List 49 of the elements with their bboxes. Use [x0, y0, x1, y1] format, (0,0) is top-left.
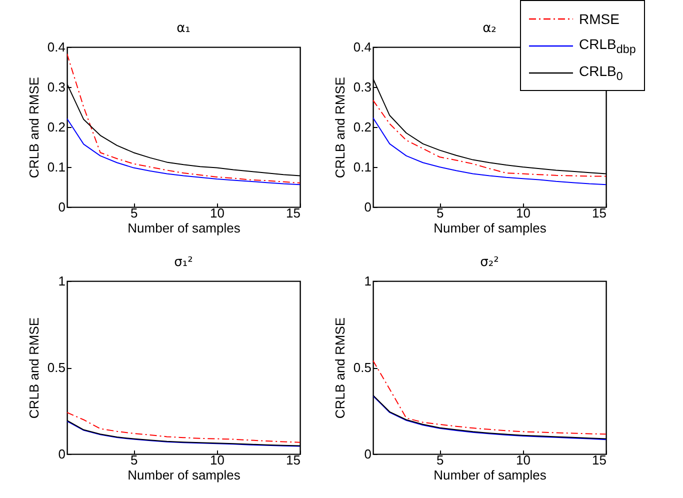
x-tick-label: 5 [130, 206, 138, 220]
x-tick-label: 15 [592, 452, 606, 468]
y-tick-label: 0.5 [353, 360, 372, 375]
y-tick-label: 1 [58, 274, 66, 288]
x-tick-label: 10 [210, 452, 225, 468]
y-tick-label: 0 [58, 200, 66, 214]
line-series [373, 117, 606, 186]
x-axis-title: Number of samples [434, 220, 547, 236]
line-series [67, 53, 300, 184]
y-axis-title: CRLB and RMSE [26, 317, 42, 419]
line-series [373, 360, 606, 435]
x-tick-label: 5 [130, 452, 138, 468]
y-tick-label: 0.3 [353, 80, 372, 94]
x-axis-title: Number of samples [128, 468, 241, 482]
line-series [373, 100, 606, 177]
x-tick-label: 15 [592, 206, 606, 220]
y-axis-title: CRLB and RMSE [332, 317, 348, 419]
x-tick-label: 5 [436, 452, 444, 468]
x-tick-label: 15 [286, 452, 300, 468]
y-tick-label: 0.4 [47, 40, 66, 54]
x-axis-title: Number of samples [434, 468, 547, 482]
chart-title: α₂ [482, 21, 496, 36]
x-axis-title: Number of samples [128, 220, 241, 236]
chart-title: σ₁² [174, 255, 193, 270]
y-tick-label: 0 [364, 200, 372, 214]
legend-label: CRLB$_{dbp}$ [579, 36, 636, 56]
y-tick-label: 0.1 [47, 160, 66, 174]
y-axis-title: CRLB and RMSE [26, 76, 42, 178]
x-tick-label: 15 [286, 206, 300, 220]
x-tick-label: 10 [516, 452, 531, 468]
y-tick-label: 0.2 [353, 120, 372, 134]
y-tick-label: 0.1 [353, 160, 372, 174]
line-series [67, 118, 300, 186]
x-tick-label: 10 [516, 206, 531, 220]
chart-title: σ₂² [480, 255, 499, 270]
y-tick-label: 0 [58, 446, 66, 462]
line-series [67, 412, 300, 443]
x-tick-label: 5 [436, 206, 444, 220]
y-tick-label: 1 [364, 274, 372, 288]
y-tick-label: 0.3 [47, 80, 66, 94]
y-tick-label: 0.2 [47, 120, 66, 134]
y-tick-label: 0.4 [353, 40, 372, 54]
legend-label: RMSE [579, 10, 620, 26]
y-tick-label: 0 [364, 446, 372, 462]
legend-label: CRLB$_{0}$ [579, 62, 623, 82]
chart-title: α₁ [176, 21, 190, 36]
y-tick-label: 0.5 [47, 360, 66, 375]
x-tick-label: 10 [210, 206, 225, 220]
y-axis-title: CRLB and RMSE [332, 76, 348, 178]
